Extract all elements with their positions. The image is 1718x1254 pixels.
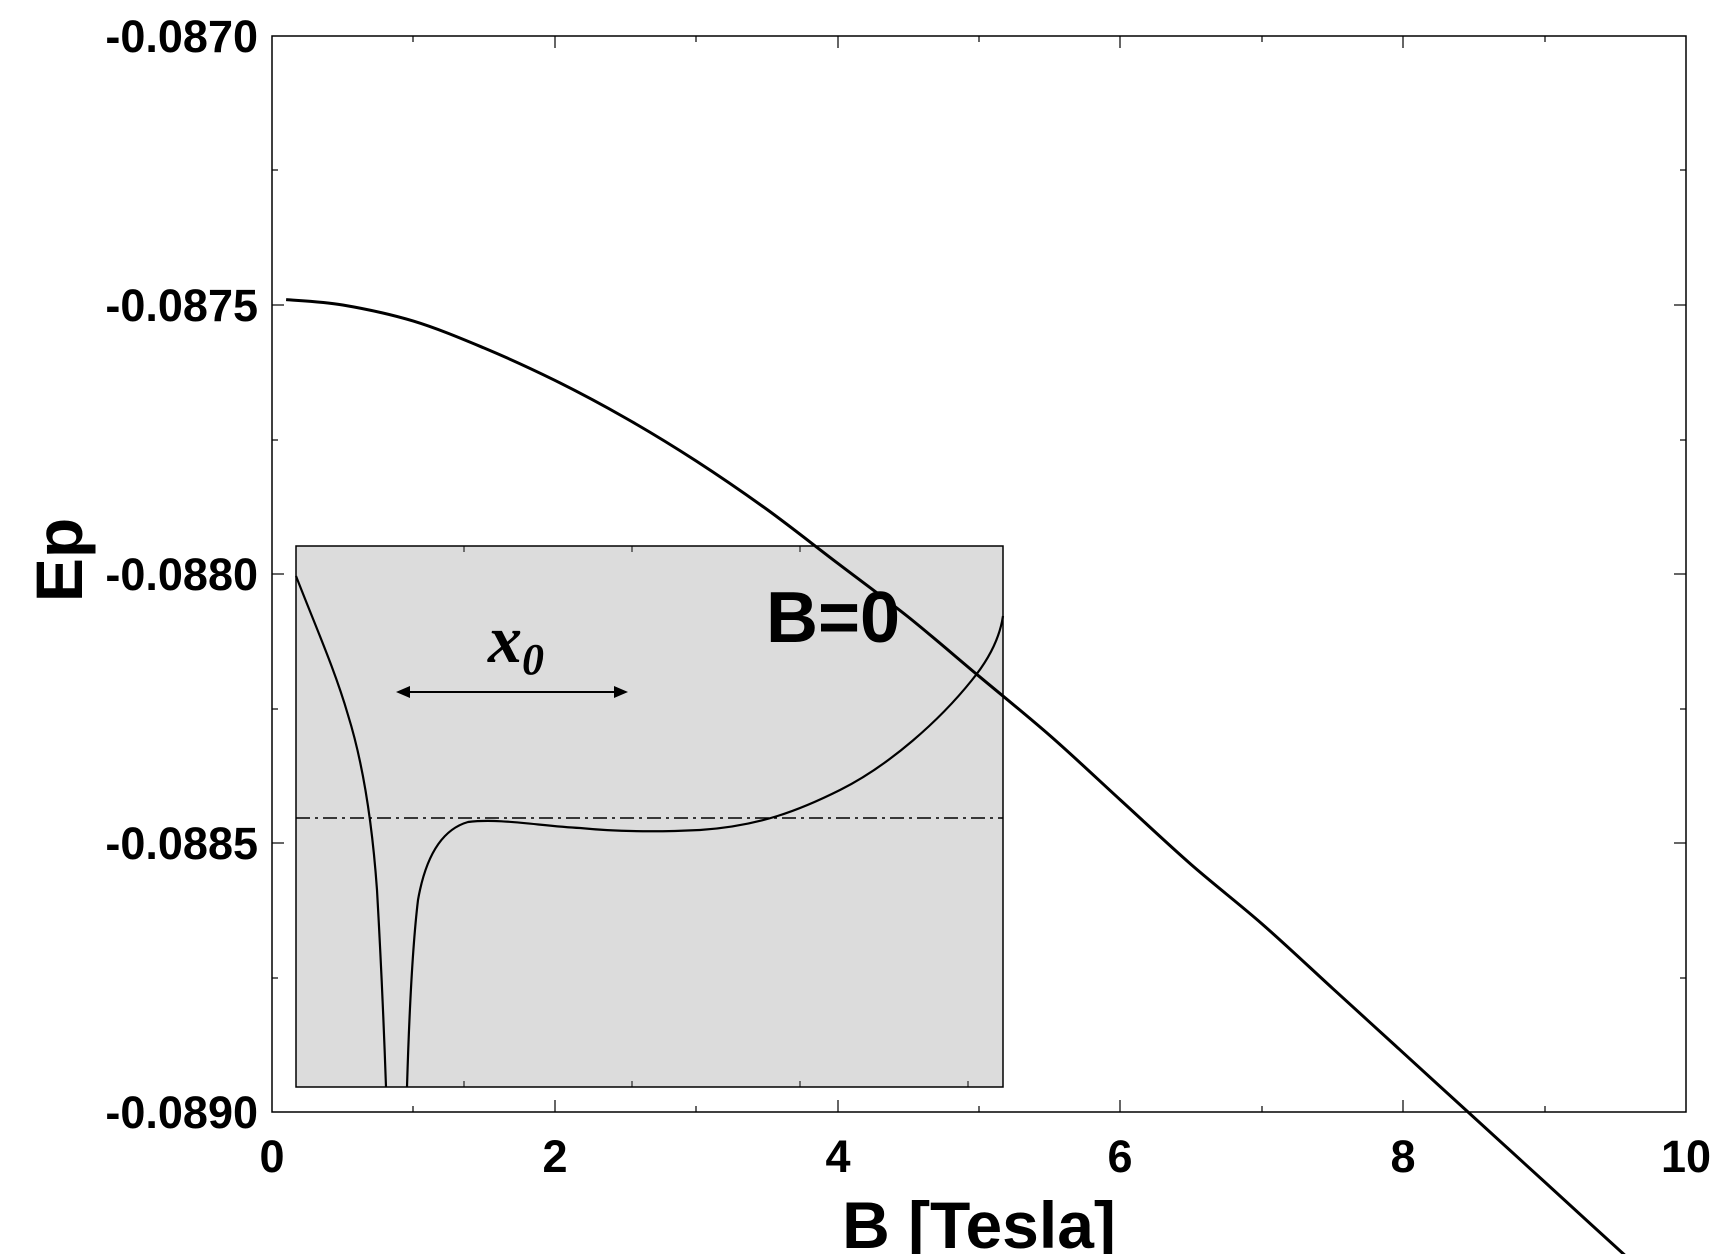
x-tick-label: 6 bbox=[1107, 1131, 1132, 1182]
inset-label: B=0 bbox=[766, 578, 900, 658]
inset: x0 B=0 bbox=[294, 545, 1005, 1088]
y-axis-label: Ep bbox=[22, 518, 96, 602]
x0-label-main: x bbox=[487, 601, 522, 677]
y-tick-label: -0.0880 bbox=[105, 549, 258, 600]
inset-potential-curve bbox=[294, 575, 1005, 1088]
y-tick-label: -0.0885 bbox=[105, 818, 258, 869]
x-tick-label: 10 bbox=[1661, 1131, 1711, 1182]
x-tick-label: 4 bbox=[825, 1131, 850, 1182]
x-tick-label: 8 bbox=[1390, 1131, 1415, 1182]
ticks bbox=[272, 36, 1686, 1112]
y-tick-labels: -0.0870 -0.0875 -0.0880 -0.0885 -0.0890 bbox=[105, 11, 258, 1138]
x-tick-label: 0 bbox=[259, 1131, 284, 1182]
inset-ticks bbox=[463, 546, 969, 1087]
series-line bbox=[285, 298, 1626, 1254]
x0-label-sub: 0 bbox=[522, 635, 544, 684]
y-tick-label: -0.0890 bbox=[105, 1087, 258, 1138]
x-tick-labels: 0 2 4 6 8 10 bbox=[259, 1131, 1711, 1182]
y-tick-label: -0.0870 bbox=[105, 11, 258, 62]
x-tick-label: 2 bbox=[542, 1131, 567, 1182]
x0-arrow bbox=[396, 686, 628, 698]
y-tick-label: -0.0875 bbox=[105, 280, 258, 331]
x0-label: x0 bbox=[487, 601, 544, 684]
x-axis-label: B [Tesla] bbox=[842, 1188, 1116, 1254]
inset-background bbox=[295, 545, 1004, 1088]
